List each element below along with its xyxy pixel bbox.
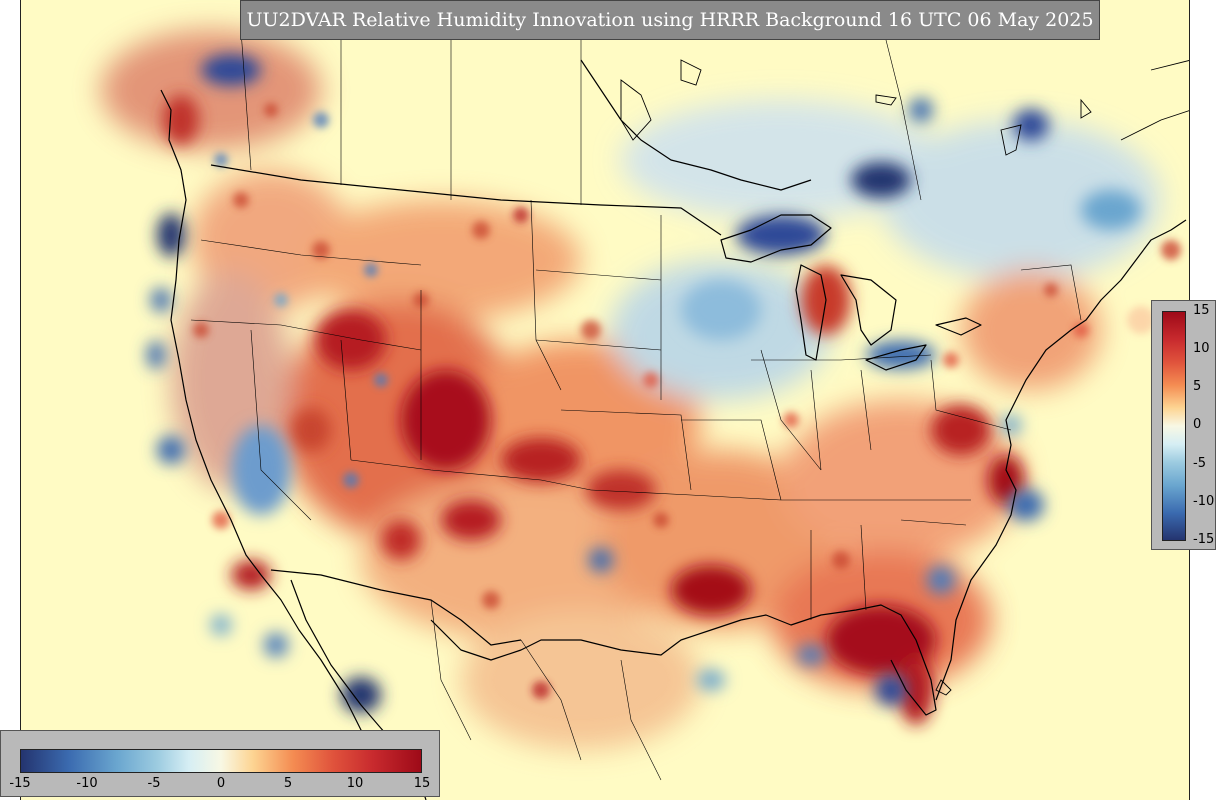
colorbar-horizontal-tick: 15	[413, 776, 431, 791]
colorbar-vertical-tick: 0	[1193, 417, 1202, 432]
colorbar-horizontal-tick: 10	[346, 776, 364, 791]
minor-coast-features	[620, 59, 1189, 696]
colorbar-vertical-tick: 10	[1193, 341, 1210, 356]
colorbar-horizontal-tick: -10	[76, 776, 98, 791]
colorbar-vertical-tick: 15	[1193, 303, 1210, 318]
colorbar-horizontal-tick: 0	[216, 776, 226, 791]
colorbar-vertical-tick: -5	[1193, 456, 1206, 471]
colorbar-horizontal-gradient	[20, 749, 422, 773]
east-coastline	[935, 219, 1187, 701]
great-lake-erie	[865, 344, 927, 371]
great-lake-ontario	[935, 317, 982, 336]
negative-innovation-cores	[147, 54, 1141, 713]
coastlines-and-borders	[160, 59, 1187, 800]
state-boundaries	[190, 0, 1082, 781]
humidity-field-map	[101, 0, 1189, 800]
great-lake-huron	[840, 274, 897, 346]
gulf-coast	[430, 604, 937, 716]
map-area[interactable]	[20, 0, 1190, 800]
great-lake-superior	[720, 214, 832, 263]
colorbar-vertical-tick: -10	[1193, 494, 1215, 509]
field-texture	[193, 103, 1181, 699]
colorbar-horizontal-tick: -15	[9, 776, 31, 791]
colorbar-vertical: 15 10 5 0 -5 -10 -15	[1151, 300, 1216, 550]
colorbar-horizontal-tick: 5	[283, 776, 293, 791]
colorbar-horizontal-tick: -5	[147, 776, 161, 791]
colorbar-vertical-tick: -15	[1193, 532, 1215, 547]
west-coastline	[160, 89, 382, 781]
colorbar-horizontal: -15 -10 -5 0 5 10 15	[0, 730, 440, 797]
anomaly-field-broad	[101, 30, 1161, 750]
us-canada-border	[210, 164, 722, 236]
colorbar-vertical-tick: 5	[1193, 379, 1202, 394]
hudson-bay	[580, 59, 812, 191]
map-title: UU2DVAR Relative Humidity Innovation usi…	[240, 0, 1100, 40]
colorbar-vertical-gradient	[1162, 311, 1186, 541]
positive-innovation-cores	[163, 95, 1024, 725]
